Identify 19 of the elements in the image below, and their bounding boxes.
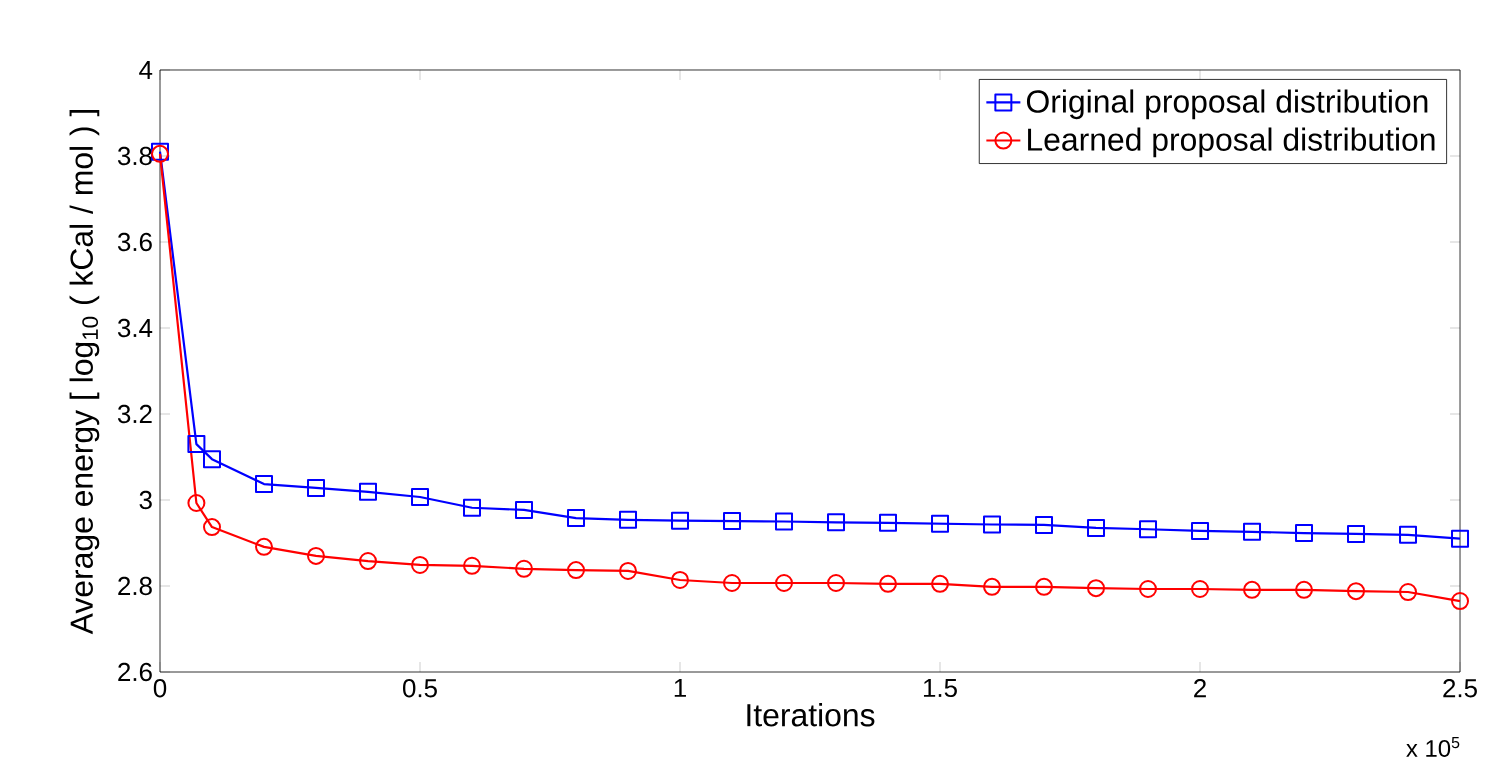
x-tick-label: 2 xyxy=(1194,679,1206,698)
y-tick-label: 3 xyxy=(139,490,152,510)
x-tick-label: 2.5 xyxy=(1443,679,1477,698)
y-tick-label: 3.6 xyxy=(117,232,152,252)
text: x 10$^{5}$ xyxy=(1406,737,1460,757)
y-tick-label: 3.4 xyxy=(117,318,153,338)
y-tick-label: 4 xyxy=(139,61,153,79)
x-tick-label: 1 xyxy=(674,679,686,697)
legend-label: Learned proposal distribution xyxy=(1028,127,1435,158)
y-tick-label: 3.8 xyxy=(117,146,152,166)
legend-label: Original proposal distribution xyxy=(1026,89,1428,120)
y-tick-label: 2.8 xyxy=(118,576,152,596)
x-tick-label: 0 xyxy=(153,679,167,698)
x-tick-label: 0.5 xyxy=(403,679,437,698)
x-axis-title: Iterations xyxy=(747,703,875,727)
x-tick-label: 1.5 xyxy=(923,679,957,698)
y-tick-label: 3.2 xyxy=(117,404,152,424)
y-tick-label: 2.6 xyxy=(118,662,152,682)
y-axis-title: Average energy [ log$_{10}$ ( kCal / mol ) ] xyxy=(69,109,100,635)
